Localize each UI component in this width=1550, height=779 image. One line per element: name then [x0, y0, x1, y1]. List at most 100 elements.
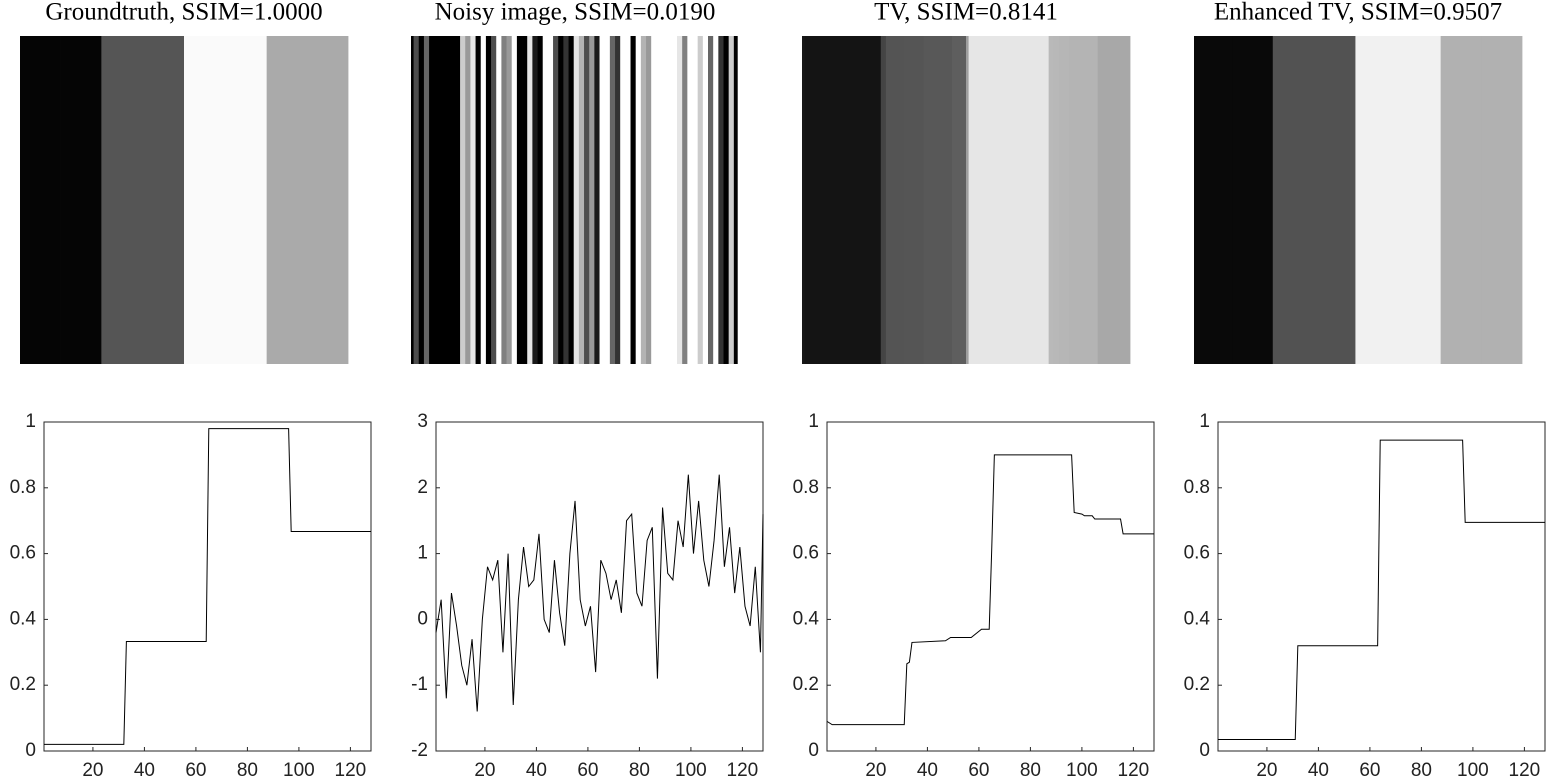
y-tick-label: 0.8 [10, 477, 36, 498]
image-column [1398, 36, 1442, 364]
x-tick-label: 60 [185, 760, 206, 779]
image-column [661, 36, 668, 364]
image-column [578, 36, 585, 364]
image-column [692, 36, 699, 364]
image-column [1053, 36, 1060, 364]
image-column [460, 36, 466, 364]
image-column [501, 36, 507, 364]
image-column [547, 36, 554, 364]
image-column [687, 36, 693, 364]
y-tick-label: 0.4 [793, 608, 820, 629]
image-column [885, 36, 905, 364]
panel-title: Noisy image, SSIM=0.0190 [435, 0, 716, 26]
x-tick-label: 80 [1411, 760, 1432, 779]
image-column [708, 36, 714, 364]
image-column [411, 36, 414, 364]
image-column [609, 36, 616, 364]
y-tick-label: 0 [808, 740, 819, 761]
x-tick-label: 20 [1256, 760, 1277, 779]
y-tick-label: 1 [25, 411, 36, 432]
axes-frame [43, 421, 372, 752]
image-column [1355, 36, 1399, 364]
x-tick-label: 40 [1308, 760, 1329, 779]
image-column [666, 36, 673, 364]
y-tick-label: 0 [417, 608, 428, 629]
x-tick-label: 100 [1066, 760, 1098, 779]
image-column [728, 36, 735, 364]
image-column [496, 36, 502, 364]
image-column [733, 36, 739, 364]
y-tick-label: 0.6 [10, 543, 36, 564]
image-column [516, 36, 523, 364]
image-column [713, 36, 719, 364]
image-column [491, 36, 497, 364]
image-column [1064, 36, 1070, 364]
image-column [266, 36, 309, 364]
image-column [1194, 36, 1234, 364]
image-column [904, 36, 924, 364]
image-column [532, 36, 538, 364]
image-column [802, 36, 805, 364]
y-tick-label: -2 [411, 740, 428, 761]
panel-title: Groundtruth, SSIM=1.0000 [45, 0, 322, 26]
y-tick-label: 1 [1199, 411, 1210, 432]
image-column [804, 36, 844, 364]
image-column [527, 36, 533, 364]
y-tick-label: 0 [25, 740, 36, 761]
image-column [434, 36, 440, 364]
profile-line [44, 428, 371, 745]
x-tick-label: 80 [629, 760, 650, 779]
image-column [429, 36, 435, 364]
image-column [1083, 36, 1099, 364]
y-tick-label: 0.4 [10, 608, 37, 629]
image-column [630, 36, 637, 364]
image-column [225, 36, 268, 364]
image-column [589, 36, 595, 364]
x-tick-label: 100 [1457, 760, 1489, 779]
x-tick-label: 20 [82, 760, 103, 779]
image-column [1069, 36, 1084, 364]
image-column [1440, 36, 1483, 364]
image-column [599, 36, 606, 364]
image-column [449, 36, 456, 364]
image-column [966, 36, 969, 364]
image-column [702, 36, 709, 364]
image-column [718, 36, 724, 364]
y-tick-label: 1 [808, 411, 819, 432]
image-column [677, 36, 683, 364]
image-column [1114, 36, 1131, 364]
image-column [480, 36, 487, 364]
image-column [413, 36, 420, 364]
image-column [1314, 36, 1356, 364]
image-column [620, 36, 626, 364]
image-column [439, 36, 445, 364]
x-tick-label: 40 [526, 760, 547, 779]
image-column [307, 36, 349, 364]
image-column [604, 36, 611, 364]
x-tick-label: 20 [865, 760, 886, 779]
image-column [537, 36, 544, 364]
panel-title: TV, SSIM=0.8141 [874, 0, 1058, 26]
image-column [475, 36, 482, 364]
x-tick-label: 120 [727, 760, 759, 779]
image-column [465, 36, 471, 364]
image-column [142, 36, 185, 364]
y-tick-label: 0.6 [793, 543, 819, 564]
image-column [883, 36, 887, 364]
image-column [470, 36, 476, 364]
image-column [723, 36, 730, 364]
image-column [1058, 36, 1065, 364]
image-column [553, 36, 559, 364]
image-column [522, 36, 528, 364]
y-tick-label: 0.4 [1184, 608, 1211, 629]
image-column [936, 36, 953, 364]
image-column [646, 36, 652, 364]
image-column [923, 36, 937, 364]
image-column [651, 36, 657, 364]
image-column [573, 36, 580, 364]
image-column [485, 36, 492, 364]
image-column [584, 36, 590, 364]
image-column [615, 36, 621, 364]
